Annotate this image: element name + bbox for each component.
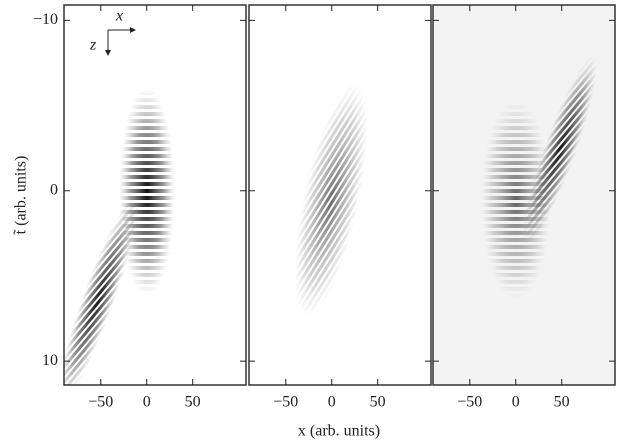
x-tick-label: 0: [143, 394, 151, 411]
x-tick-label: 0: [328, 394, 336, 411]
y-tick-label: 10: [42, 352, 58, 369]
inset-x-label: x: [115, 8, 123, 25]
x-tick-label: −50: [88, 394, 113, 411]
x-tick-label: 50: [185, 394, 201, 411]
x-axis-label: x (arb. units): [298, 423, 380, 440]
panel-frame: [432, 4, 616, 386]
x-tick-label: −50: [457, 394, 482, 411]
x-tick-label: −50: [273, 394, 298, 411]
panel-frame: [248, 4, 432, 386]
panel-images: [64, 5, 615, 385]
y-axis-label: t̃ (arb. units): [13, 156, 30, 235]
y-tick-label: −10: [33, 11, 58, 28]
panel-frame: [63, 4, 247, 386]
x-tick-label: 50: [370, 394, 386, 411]
x-tick-label: 0: [512, 394, 520, 411]
inset-z-label: z: [89, 37, 97, 54]
x-tick-label: 50: [554, 394, 570, 411]
y-tick-label: 0: [50, 181, 58, 198]
inset-axes: x z: [89, 8, 136, 56]
